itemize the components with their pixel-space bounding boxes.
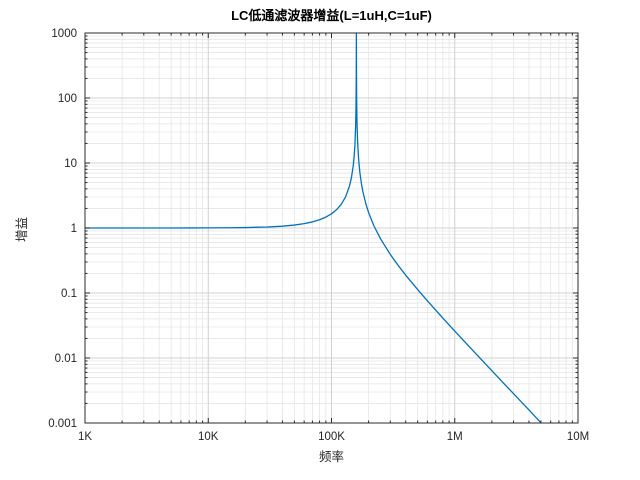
y-tick-label-10: 10	[64, 158, 77, 170]
x-tick-label-1K: 1K	[78, 431, 92, 443]
x-tick-label-1M: 1M	[447, 431, 463, 443]
x-tick-label-10M: 10M	[567, 431, 589, 443]
chart-title: LC低通滤波器增益(L=1uH,C=1uF)	[231, 8, 432, 23]
gain-curve	[85, 32, 542, 424]
y-axis-label: 增益	[15, 216, 30, 243]
x-tick-label-10K: 10K	[198, 431, 219, 443]
x-axis-label: 频率	[318, 450, 344, 464]
y-tick-label-0.01: 0.01	[55, 353, 77, 365]
y-tick-label-0.1: 0.1	[61, 288, 77, 300]
y-tick-label-100: 100	[58, 93, 77, 105]
y-tick-label-1: 1	[71, 223, 77, 235]
y-tick-label-1000: 1000	[51, 28, 77, 40]
x-tick-label-100K: 100K	[318, 431, 345, 443]
y-tick-label-0.001: 0.001	[48, 418, 77, 430]
